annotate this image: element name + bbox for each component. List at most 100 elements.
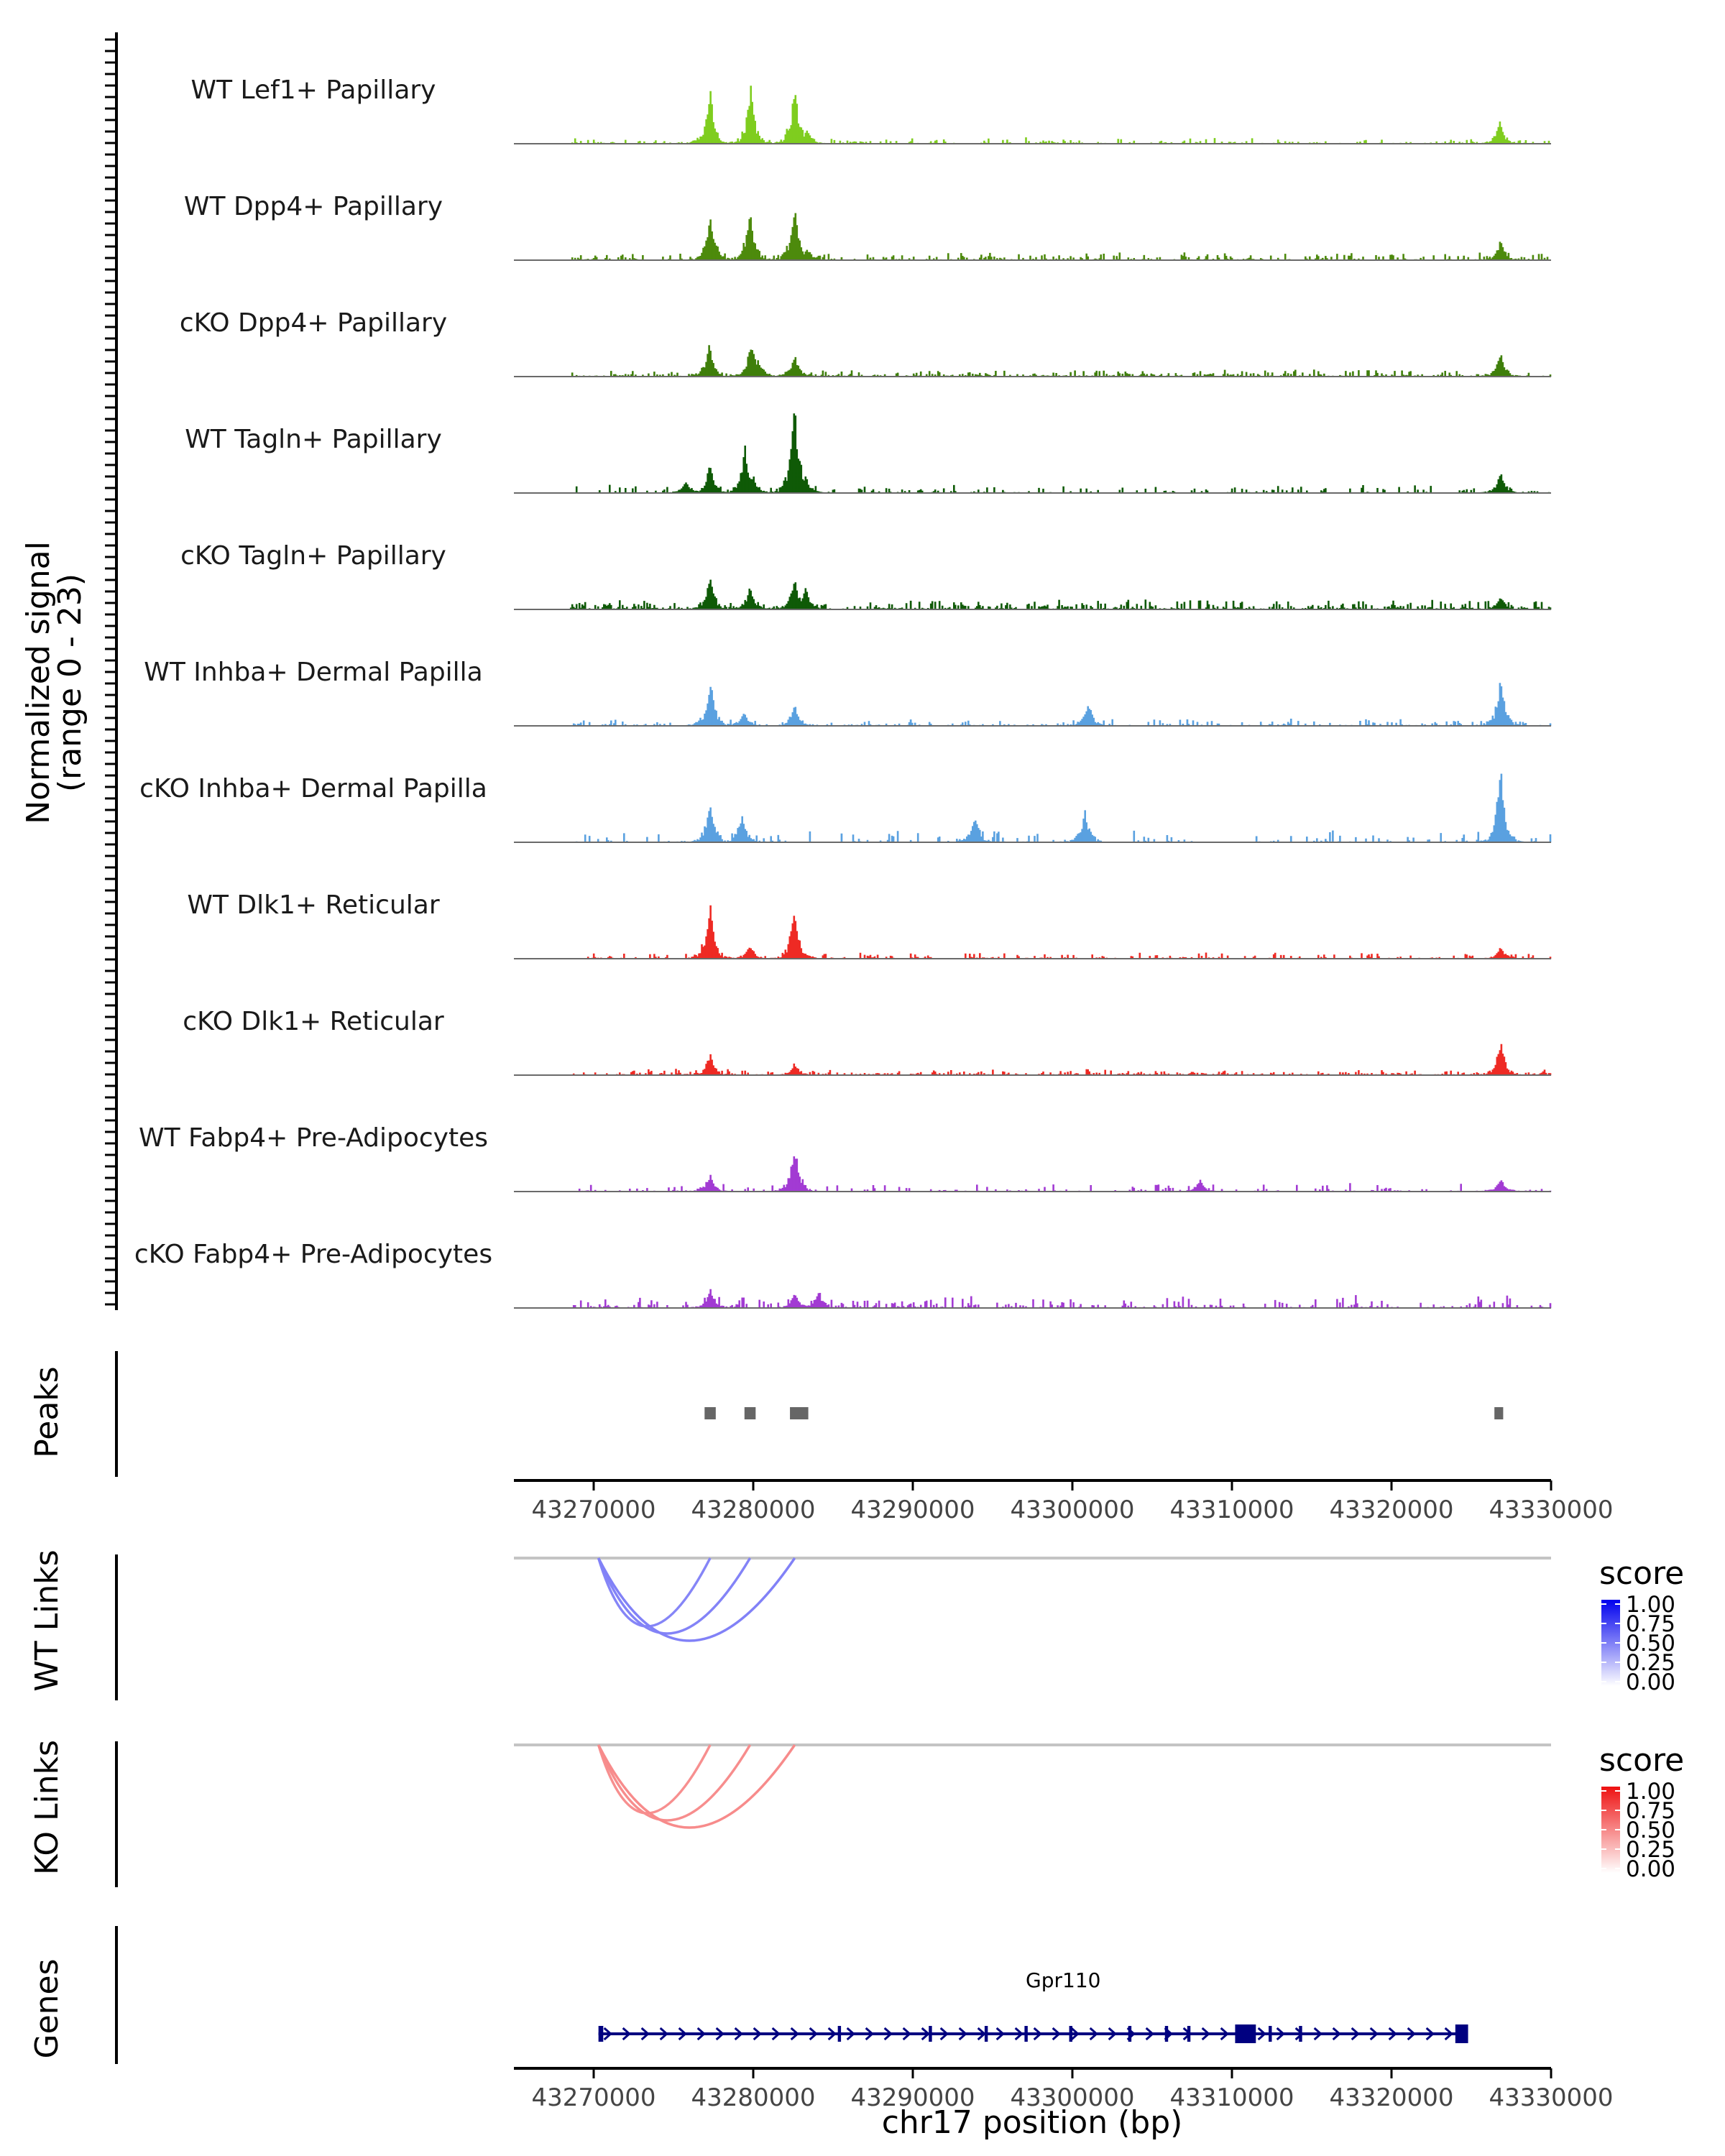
gene-strand-arrow bbox=[1276, 2027, 1285, 2041]
legend-tick-label: 0.25 bbox=[1626, 1837, 1675, 1863]
gene-strand-arrow bbox=[1108, 2027, 1117, 2041]
gene-strand-arrow bbox=[1089, 2027, 1098, 2041]
gene-strand-arrow bbox=[1014, 2027, 1024, 2041]
gene-strand-arrow bbox=[771, 2027, 781, 2041]
peak-interval bbox=[744, 1407, 756, 1419]
x-axis-title: chr17 position (bp) bbox=[882, 2104, 1183, 2141]
gene-strand-arrow bbox=[1257, 2027, 1266, 2041]
x-axis-tick-label: 43270000 bbox=[531, 2083, 656, 2112]
coverage-track: WT Tagln+ Papillary bbox=[185, 413, 1551, 494]
legend-title: score bbox=[1599, 1742, 1684, 1779]
gene-strand-arrow bbox=[1070, 2027, 1080, 2041]
x-axis-tick-label: 43270000 bbox=[531, 1496, 656, 1524]
gene-strand-arrow bbox=[865, 2027, 874, 2041]
gene-exon bbox=[1269, 2026, 1272, 2042]
gene-strand-arrow bbox=[715, 2027, 724, 2041]
gene-exon bbox=[598, 2026, 604, 2042]
x-axis-tick-label: 43330000 bbox=[1489, 2083, 1613, 2112]
legend-tick-label: 0.75 bbox=[1626, 1611, 1675, 1637]
coverage-signal-area bbox=[514, 905, 1552, 959]
x-axis-tick-label: 43330000 bbox=[1489, 1496, 1613, 1524]
gene-strand-arrow bbox=[659, 2027, 668, 2041]
legend-tick-label: 0.50 bbox=[1626, 1818, 1675, 1843]
coverage-track-label: WT Tagln+ Papillary bbox=[185, 425, 442, 454]
gene-strand-arrow bbox=[753, 2027, 762, 2041]
gene-strand-arrow bbox=[902, 2027, 911, 2041]
peaks-track-label: Peaks bbox=[29, 1366, 65, 1457]
coverage-track-label: WT Dlk1+ Reticular bbox=[187, 890, 439, 920]
gene-exon bbox=[1024, 2026, 1028, 2042]
link-arc bbox=[597, 1744, 796, 1829]
gene-name-label: Gpr110 bbox=[1026, 1968, 1100, 1992]
gene-exon bbox=[1164, 2026, 1169, 2042]
gene-strand-arrow bbox=[790, 2027, 799, 2041]
coverage-signal-area bbox=[514, 213, 1551, 261]
coverage-track: WT Fabp4+ Pre-Adipocytes bbox=[139, 1123, 1552, 1192]
gene-strand-arrow bbox=[603, 2027, 612, 2041]
gene-strand-arrow bbox=[958, 2027, 967, 2041]
ko-links-panel bbox=[115, 1741, 1551, 1887]
coverage-signal-area bbox=[514, 579, 1552, 610]
genes-panel: Gpr110 bbox=[115, 1926, 1468, 2064]
coverage-panel: WT Lef1+ Papillary WT Dpp4+ Papillary cKO … bbox=[105, 32, 1552, 1310]
gene-strand-arrow bbox=[977, 2027, 986, 2041]
gene-exon bbox=[1187, 2026, 1191, 2042]
coverage-track: cKO Dpp4+ Papillary bbox=[180, 308, 1552, 377]
gene-strand-arrow bbox=[622, 2027, 631, 2041]
x-axis-tick-label: 43280000 bbox=[691, 2083, 815, 2112]
legend-tick-label: 1.00 bbox=[1626, 1592, 1675, 1618]
gene-strand-arrow bbox=[1388, 2027, 1397, 2041]
coverage-y-label-range: (range 0 - 23) bbox=[52, 573, 88, 792]
coverage-track-label: cKO Inhba+ Dermal Papilla bbox=[139, 774, 487, 803]
gene-strand-arrow bbox=[1425, 2027, 1435, 2041]
gene-strand-arrow bbox=[1220, 2027, 1229, 2041]
coverage-track: WT Dpp4+ Papillary bbox=[184, 192, 1551, 261]
link-arc bbox=[597, 1557, 712, 1628]
gene-strand-arrow bbox=[678, 2027, 687, 2041]
gene-strand-arrow bbox=[883, 2027, 893, 2041]
coverage-track-label: WT Inhba+ Dermal Papilla bbox=[144, 658, 482, 687]
x-axis-tick-label: 43300000 bbox=[1010, 2083, 1134, 2112]
coverage-signal-area bbox=[514, 86, 1551, 144]
legend-tick-label: 0.00 bbox=[1626, 1669, 1675, 1695]
coverage-track: cKO Tagln+ Papillary bbox=[180, 541, 1552, 610]
gene-strand-arrow bbox=[1052, 2027, 1061, 2041]
legend-tick-label: 1.00 bbox=[1626, 1779, 1675, 1805]
gene-exon bbox=[1069, 2026, 1072, 2042]
coverage-track: WT Dlk1+ Reticular bbox=[187, 890, 1552, 959]
coverage-track-label: cKO Fabp4+ Pre-Adipocytes bbox=[134, 1240, 492, 1269]
coverage-track-label: WT Dpp4+ Papillary bbox=[184, 192, 443, 221]
coverage-signal-area bbox=[514, 1156, 1552, 1192]
gene-strand-arrow bbox=[827, 2027, 837, 2041]
x-axis-tick-label: 43310000 bbox=[1169, 1496, 1294, 1524]
x-axis-bottom: 43270000 43280000 43290000 43300000 43310000… bbox=[514, 2067, 1614, 2112]
gene-exon bbox=[929, 2026, 932, 2042]
coverage-signal-area bbox=[514, 773, 1552, 843]
gene-strand-arrow bbox=[921, 2027, 930, 2041]
peak-interval bbox=[1494, 1407, 1504, 1419]
gene-strand-arrow bbox=[696, 2027, 706, 2041]
gene-strand-arrow bbox=[1201, 2027, 1210, 2041]
coverage-track: cKO Dlk1+ Reticular bbox=[183, 1007, 1552, 1076]
x-axis-top: 43270000 43280000 43290000 43300000 43310000… bbox=[514, 1479, 1614, 1524]
coverage-track-label: cKO Tagln+ Papillary bbox=[180, 541, 446, 571]
gene-strand-arrow bbox=[1444, 2027, 1453, 2041]
ko-links-label: KO Links bbox=[29, 1740, 65, 1875]
gene-exon bbox=[1455, 2024, 1468, 2043]
coverage-track: cKO Fabp4+ Pre-Adipocytes bbox=[134, 1240, 1552, 1309]
legend-tick-label: 0.00 bbox=[1626, 1856, 1675, 1882]
gene-strand-arrow bbox=[1033, 2027, 1042, 2041]
gene-strand-arrow bbox=[1313, 2027, 1322, 2041]
coverage-y-label: Normalized signal bbox=[20, 541, 57, 824]
gene-exon bbox=[1128, 2026, 1132, 2042]
wt-links-label: WT Links bbox=[29, 1549, 65, 1691]
x-axis-tick-label: 43290000 bbox=[850, 2083, 975, 2112]
x-axis-tick-label: 43320000 bbox=[1329, 2083, 1453, 2112]
legend-tick-label: 0.75 bbox=[1626, 1798, 1675, 1824]
coverage-track: cKO Inhba+ Dermal Papilla bbox=[139, 773, 1552, 843]
peaks-panel bbox=[115, 1351, 1504, 1477]
coverage-signal-area bbox=[514, 1289, 1552, 1309]
coverage-track-label: WT Lef1+ Papillary bbox=[191, 75, 436, 105]
